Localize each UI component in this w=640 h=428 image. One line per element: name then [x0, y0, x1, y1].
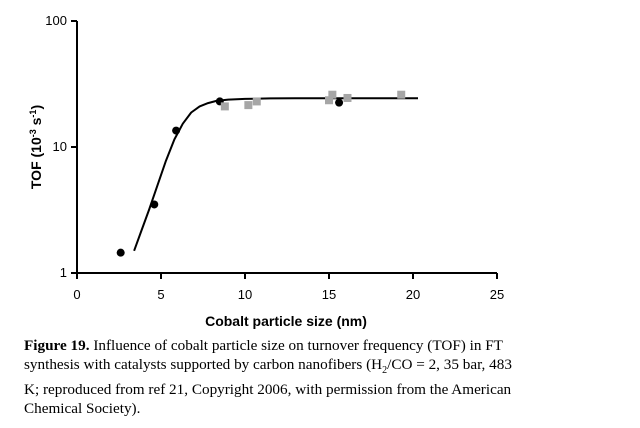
x-tick-label: 5: [157, 287, 164, 302]
y-axis-title: TOF (10-3 s-1): [28, 105, 44, 189]
data-point-square: [220, 102, 229, 111]
data-point-square: [328, 90, 337, 99]
data-point-square: [325, 96, 333, 105]
figure-caption: Figure 19. Influence of cobalt particle …: [24, 336, 514, 418]
data-point-circle: [150, 200, 159, 209]
y-tick-label: 1: [60, 265, 67, 280]
chart: 0 5 10 15 20 25 1 10 100 Cobalt particle size (…: [28, 13, 504, 329]
x-axis-title: Cobalt particle size (nm): [205, 313, 367, 329]
caption-label: Figure 19.: [24, 337, 90, 354]
y-axis-ticks: 1 10 100: [45, 13, 77, 280]
caption-text: Influence of cobalt particle size on tur…: [24, 337, 503, 373]
x-tick-label: 15: [322, 287, 336, 302]
x-tick-label: 10: [238, 287, 252, 302]
fit-curve: [133, 97, 418, 252]
data-point-circle: [335, 98, 344, 107]
data-point-square: [397, 90, 406, 99]
caption-subscript: 2: [382, 365, 388, 377]
x-tick-label: 0: [73, 287, 80, 302]
data-point-circle: [116, 248, 125, 257]
data-point-square: [244, 101, 253, 110]
x-tick-label: 25: [490, 287, 504, 302]
caption-text-2: /CO = 2, 35 bar, 483 K; reproduced from …: [24, 356, 512, 418]
plot-area: [116, 90, 418, 257]
data-point-square: [252, 97, 261, 106]
data-point-square: [343, 93, 352, 102]
y-tick-label: 100: [45, 13, 67, 28]
x-axis-ticks: 0 5 10 15 20 25: [73, 273, 504, 302]
y-tick-label: 10: [53, 139, 67, 154]
x-tick-label: 20: [406, 287, 420, 302]
data-point-circle: [172, 126, 181, 135]
